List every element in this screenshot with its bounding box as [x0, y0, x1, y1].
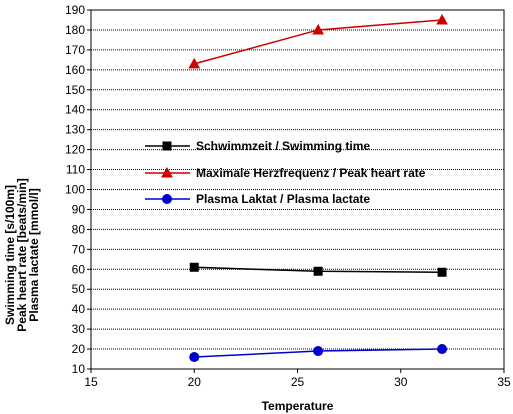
y-tick-label: 140: [65, 103, 85, 117]
series-square: [189, 262, 447, 277]
y-tick-label: 190: [65, 3, 85, 17]
y-axis-title-line: Plasma lactate [mmol/l]: [27, 188, 41, 321]
x-tick-label: 35: [497, 375, 511, 389]
series-triangle: [188, 13, 448, 69]
data-point: [189, 352, 200, 363]
data-point: [313, 346, 324, 357]
y-axis-title-line: Peak heart rate [beats/min]: [15, 178, 29, 331]
legend-item: Maximale Herzfrequenz / Peak heart rate: [145, 166, 426, 180]
legend-marker: [162, 194, 172, 204]
y-tick-label: 30: [72, 322, 86, 336]
data-point: [188, 57, 201, 69]
y-tick-label: 40: [72, 302, 86, 316]
y-tick-label: 50: [72, 282, 86, 296]
y-tick-label: 180: [65, 23, 85, 37]
data-point: [189, 262, 199, 272]
y-tick-label: 20: [72, 342, 86, 356]
legend-item: Plasma Laktat / Plasma lactate: [145, 192, 370, 206]
y-tick-label: 90: [72, 202, 86, 216]
y-tick-label: 130: [65, 123, 85, 137]
y-axis: 10 20 30 40 50 60 70 80 90 100 110 120 130 140 150 160 1…: [65, 3, 91, 376]
data-point: [436, 13, 448, 25]
y-tick-label: 110: [66, 163, 85, 177]
x-axis: 15 20 25 30 35: [84, 369, 511, 389]
data-point: [437, 344, 448, 355]
legend-label: Schwimmzeit / Swimming time: [196, 139, 370, 153]
data-point: [313, 266, 323, 276]
y-tick-label: 100: [65, 183, 85, 197]
y-tick-label: 10: [72, 362, 86, 376]
y-tick-label: 60: [72, 262, 86, 276]
x-tick-label: 25: [291, 375, 305, 389]
x-tick-label: 15: [84, 375, 98, 389]
legend-label: Maximale Herzfrequenz / Peak heart rate: [196, 166, 426, 180]
y-axis-title-line: Swimming time [s/100m]: [3, 185, 17, 325]
y-tick-label: 150: [65, 83, 85, 97]
data-point: [312, 23, 324, 35]
y-tick-label: 70: [72, 242, 86, 256]
series-layer: [188, 13, 448, 363]
legend-marker: [162, 141, 172, 151]
x-tick-label: 30: [394, 375, 408, 389]
x-tick-label: 20: [188, 375, 202, 389]
data-point: [437, 267, 447, 277]
grid: [91, 29, 504, 350]
y-tick-label: 170: [65, 43, 85, 57]
y-tick-label: 80: [72, 222, 86, 236]
y-tick-label: 120: [65, 143, 85, 157]
legend-label: Plasma Laktat / Plasma lactate: [196, 192, 370, 206]
series-circle: [189, 344, 448, 363]
y-tick-label: 160: [65, 63, 85, 77]
legend-item: Schwimmzeit / Swimming time: [145, 139, 370, 153]
legend: Schwimmzeit / Swimming time Maximale Herz…: [145, 139, 426, 206]
y-axis-title: Swimming time [s/100m] Peak heart rate […: [3, 178, 41, 331]
x-axis-title: Temperature: [262, 399, 334, 413]
legend-marker: [161, 166, 173, 178]
